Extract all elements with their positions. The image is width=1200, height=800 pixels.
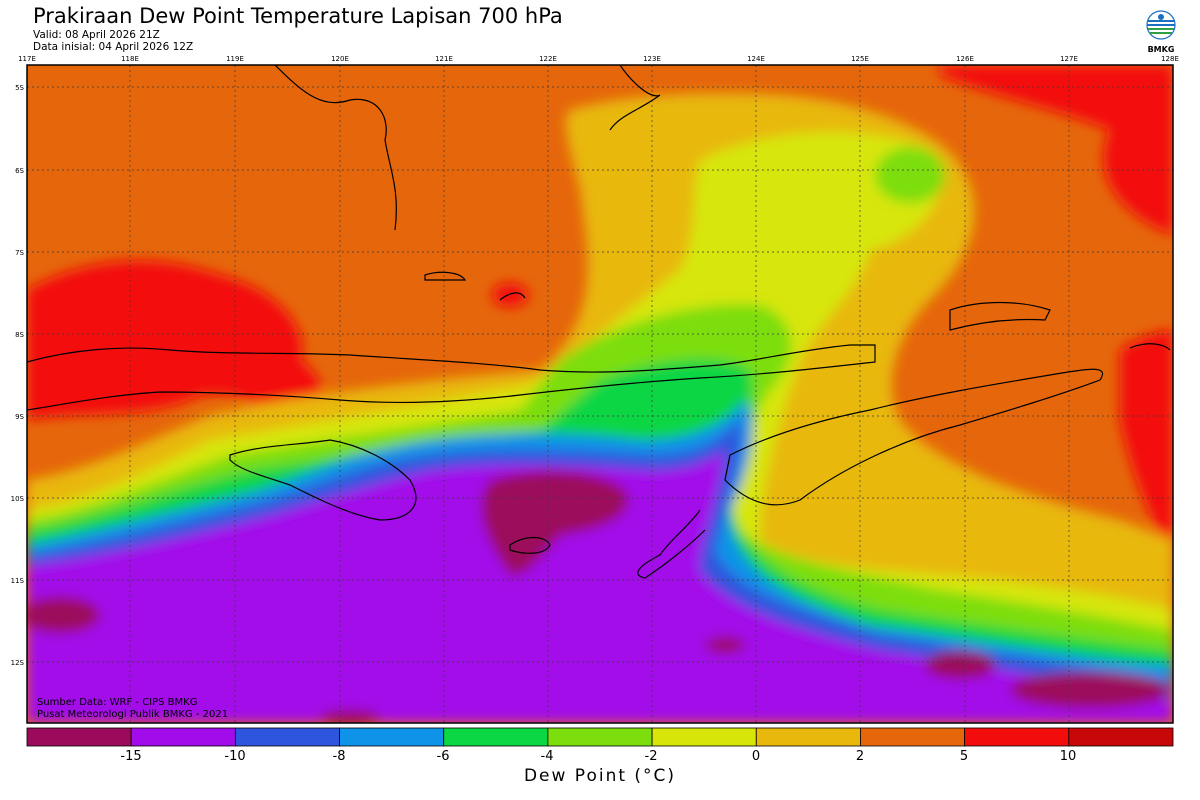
lon-label: 117E — [18, 55, 36, 63]
colorbar-tick-label: 5 — [960, 749, 968, 764]
colorbar-swatch — [755, 727, 861, 747]
dewpoint-field — [27, 65, 1173, 723]
longitude-labels: 117E 118E 119E 120E 121E 122E 123E 124E … — [18, 55, 1179, 63]
colorbar-swatch — [26, 727, 132, 747]
bmkg-logo: BMKG — [1144, 10, 1178, 54]
colorbar-tick-label: -15 — [120, 749, 141, 764]
lat-label: 5S — [15, 84, 24, 92]
lat-label: 12S — [11, 659, 25, 667]
lon-label: 122E — [539, 55, 557, 63]
colorbar-swatch — [860, 727, 966, 747]
coastlines — [27, 65, 1171, 579]
lat-label: 10S — [11, 495, 25, 503]
graticule — [27, 65, 1173, 723]
lon-label: 125E — [851, 55, 869, 63]
colorbar-swatch — [234, 727, 340, 747]
colorbar-tick-label: -2 — [645, 749, 658, 764]
valid-time: Valid: 08 April 2026 21Z — [33, 29, 160, 41]
colorbar-swatch — [1068, 727, 1174, 747]
colorbar-swatch — [547, 727, 653, 747]
logo-label: BMKG — [1147, 45, 1175, 54]
publisher: Pusat Meteorologi Publik BMKG - 2021 — [37, 709, 229, 720]
data-source: Sumber Data: WRF - CIPS BMKG — [37, 697, 198, 708]
colorbar-swatch — [651, 727, 757, 747]
lon-label: 126E — [956, 55, 974, 63]
bmkg-emblem-icon — [1146, 10, 1176, 40]
colorbar-tick-label: -8 — [333, 749, 346, 764]
colorbar-tick-label: -6 — [437, 749, 450, 764]
map-title: Prakiraan Dew Point Temperature Lapisan … — [33, 4, 563, 28]
lon-label: 118E — [121, 55, 139, 63]
colorbar-swatch — [130, 727, 236, 747]
colorbar-labels: -15 -10 -8 -6 -4 -2 0 2 5 10 — [120, 749, 1076, 764]
initial-time: Data inisial: 04 April 2026 12Z — [33, 41, 194, 53]
lon-label: 127E — [1060, 55, 1078, 63]
colorbar-tick-label: -10 — [224, 749, 245, 764]
colorbar-tick-label: 0 — [752, 749, 760, 764]
lon-label: 128E — [1161, 55, 1179, 63]
colorbar-unit-label: Dew Point (°C) — [523, 766, 677, 786]
lon-label: 123E — [643, 55, 661, 63]
lat-label: 8S — [15, 331, 24, 339]
colorbar-swatch — [339, 727, 445, 747]
lon-label: 120E — [331, 55, 349, 63]
colorbar-swatch — [964, 727, 1070, 747]
lon-label: 119E — [226, 55, 244, 63]
colorbar-tick-label: -4 — [541, 749, 554, 764]
colorbar — [26, 727, 1174, 747]
lat-label: 11S — [11, 577, 25, 585]
lat-label: 9S — [15, 413, 24, 421]
colorbar-tick-label: 10 — [1060, 749, 1077, 764]
lat-label: 6S — [15, 167, 24, 175]
lon-label: 121E — [435, 55, 453, 63]
lon-label: 124E — [747, 55, 765, 63]
latitude-labels: 5S 6S 7S 8S 9S 10S 11S 12S — [11, 84, 25, 667]
colorbar-swatch — [443, 727, 549, 747]
colorbar-tick-label: 2 — [856, 749, 864, 764]
lat-label: 7S — [15, 249, 24, 257]
